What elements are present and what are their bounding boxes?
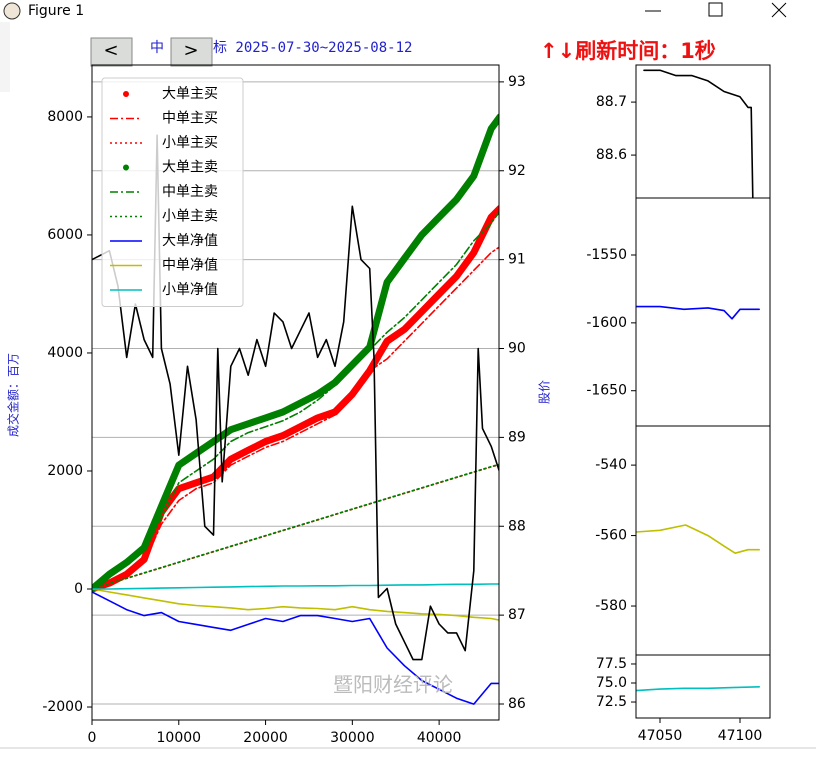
x-tick-label: 10000 xyxy=(157,730,202,746)
y-tick-label: 2000 xyxy=(47,463,83,479)
x-tick-label: 40000 xyxy=(417,730,462,746)
series-line xyxy=(636,686,760,692)
legend-label: 中单主卖 xyxy=(162,184,218,200)
y2-tick-label: 89 xyxy=(508,429,526,445)
y2-tick-label: 91 xyxy=(508,252,526,268)
y-tick-label: 0 xyxy=(74,581,83,597)
y-tick-label: -560 xyxy=(595,528,627,544)
series-line xyxy=(92,588,499,621)
y-tick-label: 6000 xyxy=(47,227,83,243)
y-tick-label: -1550 xyxy=(586,247,627,263)
series-line xyxy=(643,69,754,198)
y-tick-label: -2000 xyxy=(42,699,83,715)
legend-label: 大单主卖 xyxy=(162,160,218,176)
y2-axis-label: 股价 xyxy=(538,380,552,404)
y2-tick-label: 88 xyxy=(508,518,526,534)
chart-title: 中 xyxy=(150,40,164,56)
legend-label: 中单净值 xyxy=(162,258,218,274)
x-tick-label: 0 xyxy=(88,730,97,746)
y-axis-label: 成交金额：百万 xyxy=(6,353,21,437)
y-tick-label: 75.0 xyxy=(596,675,627,691)
y-tick-label: 77.5 xyxy=(596,656,627,672)
app-icon xyxy=(3,2,21,20)
legend-label: 大单净值 xyxy=(162,233,218,249)
axes-frame xyxy=(91,64,500,721)
series-line xyxy=(636,524,760,554)
y-tick-label: 88.6 xyxy=(596,147,627,163)
y2-tick-label: 90 xyxy=(508,341,526,357)
series-line xyxy=(636,305,760,320)
series-line xyxy=(92,591,499,705)
next-button[interactable] xyxy=(170,37,213,67)
prev-label[interactable]: < xyxy=(103,40,118,61)
legend-label: 大单主买 xyxy=(162,86,218,102)
y-tick-label: 4000 xyxy=(47,345,83,361)
refresh-label: ↑↓刷新时间：1秒 xyxy=(540,39,716,63)
y-tick-label: 72.5 xyxy=(596,694,627,710)
y-tick-label: -580 xyxy=(595,598,627,614)
y-tick-label: -1650 xyxy=(586,383,627,399)
axes-frame xyxy=(635,654,771,719)
watermark: 暨阳财经评论 xyxy=(333,673,453,697)
chart-title: 标 2025-07-30~2025-08-12 xyxy=(213,40,412,56)
y-tick-label: 8000 xyxy=(47,109,83,125)
series-line xyxy=(92,211,499,590)
series-line xyxy=(92,246,499,590)
charts: 86 87 88 89 90 91 92 93 -2000 0 2000 4000 6000 8000 0 1… xyxy=(6,40,771,746)
legend-marker xyxy=(123,91,129,97)
legend-label: 中单主买 xyxy=(162,111,218,127)
y-tick-label: -540 xyxy=(595,457,627,473)
x-tick-label: 20000 xyxy=(243,730,288,746)
series-line xyxy=(92,583,499,590)
title-bar xyxy=(0,0,816,22)
legend-label: 小单净值 xyxy=(162,282,218,298)
next-label[interactable]: > xyxy=(183,40,198,61)
series-line xyxy=(92,113,499,593)
y2-tick-label: 86 xyxy=(508,696,526,712)
close-button[interactable] xyxy=(771,2,787,18)
legend-label: 小单主卖 xyxy=(162,209,218,225)
y2-tick-label: 93 xyxy=(508,74,526,90)
prev-button[interactable] xyxy=(90,37,133,67)
window-title: Figure 1 xyxy=(28,3,84,19)
series-line xyxy=(92,134,499,661)
legend-label: 小单主买 xyxy=(162,135,218,151)
side-strip xyxy=(0,22,10,92)
y-tick-label: -1600 xyxy=(586,315,627,331)
maximize-button[interactable] xyxy=(708,2,723,17)
legend-marker xyxy=(123,164,129,171)
y-tick-label: 88.7 xyxy=(596,94,627,110)
x-tick-label: 30000 xyxy=(330,730,375,746)
y2-tick-label: 92 xyxy=(508,163,526,179)
x-tick-label: 47100 xyxy=(718,728,763,744)
legend-box xyxy=(101,77,244,307)
x-tick-label: 47050 xyxy=(638,728,683,744)
series-line xyxy=(92,463,499,590)
y2-tick-label: 87 xyxy=(508,607,526,623)
